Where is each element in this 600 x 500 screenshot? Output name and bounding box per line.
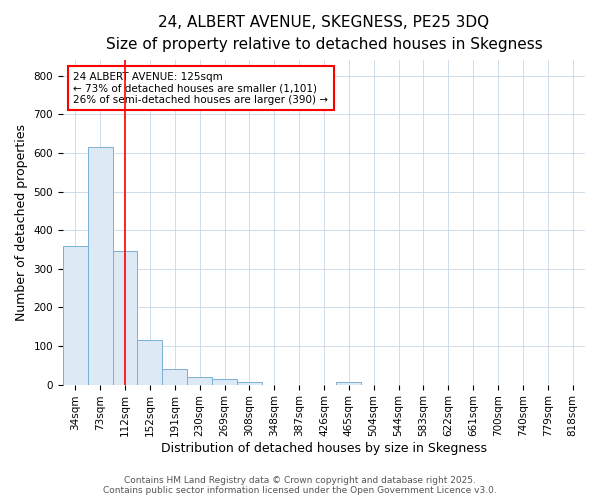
Bar [88, 147, 113, 384]
Bar [137, 340, 163, 384]
Text: Contains HM Land Registry data © Crown copyright and database right 2025.
Contai: Contains HM Land Registry data © Crown c… [103, 476, 497, 495]
X-axis label: Distribution of detached houses by size in Skegness: Distribution of detached houses by size … [161, 442, 487, 455]
Bar [337, 382, 361, 384]
Title: 24, ALBERT AVENUE, SKEGNESS, PE25 3DQ
Size of property relative to detached hous: 24, ALBERT AVENUE, SKEGNESS, PE25 3DQ Si… [106, 15, 542, 52]
Bar [163, 369, 187, 384]
Bar [237, 382, 262, 384]
Text: 24 ALBERT AVENUE: 125sqm
← 73% of detached houses are smaller (1,101)
26% of sem: 24 ALBERT AVENUE: 125sqm ← 73% of detach… [73, 72, 328, 105]
Bar [187, 377, 212, 384]
Bar [113, 252, 137, 384]
Y-axis label: Number of detached properties: Number of detached properties [15, 124, 28, 321]
Bar [63, 246, 88, 384]
Bar [212, 379, 237, 384]
